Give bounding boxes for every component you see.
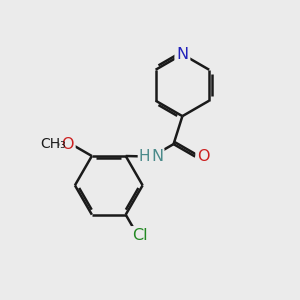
Text: N: N [151, 149, 163, 164]
Text: O: O [197, 149, 210, 164]
Text: Cl: Cl [132, 228, 147, 243]
Text: O: O [61, 137, 74, 152]
Text: N: N [176, 47, 188, 62]
Text: H: H [139, 149, 150, 164]
Text: CH₃: CH₃ [40, 137, 66, 151]
